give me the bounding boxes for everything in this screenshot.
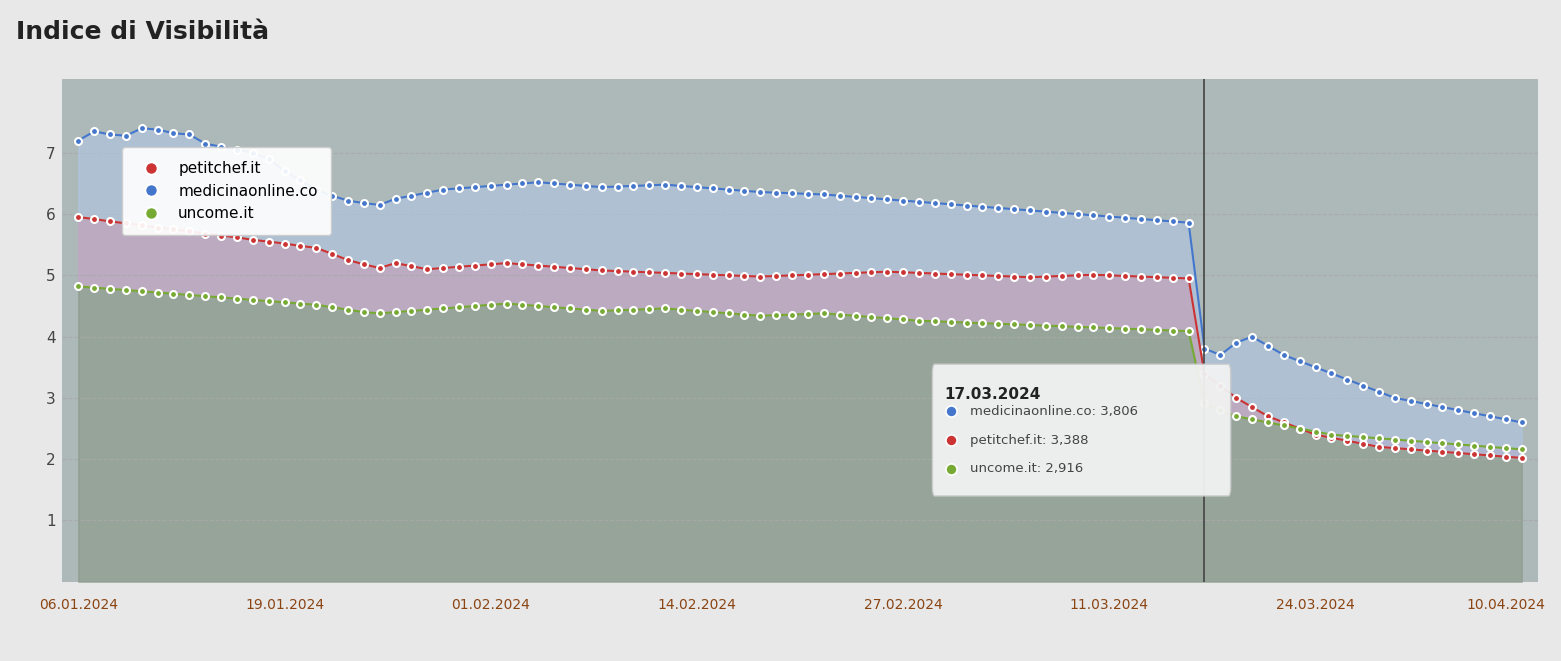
Text: uncome.it: 2,916: uncome.it: 2,916: [969, 463, 1083, 475]
Text: 17.03.2024: 17.03.2024: [944, 387, 1041, 402]
Text: petitchef.it: 3,388: petitchef.it: 3,388: [969, 434, 1088, 447]
Text: Indice di Visibilità: Indice di Visibilità: [16, 20, 268, 44]
Text: medicinaonline.co: 3,806: medicinaonline.co: 3,806: [969, 405, 1138, 418]
FancyBboxPatch shape: [932, 364, 1230, 496]
Legend: petitchef.it, medicinaonline.co, uncome.it: petitchef.it, medicinaonline.co, uncome.…: [122, 147, 331, 235]
